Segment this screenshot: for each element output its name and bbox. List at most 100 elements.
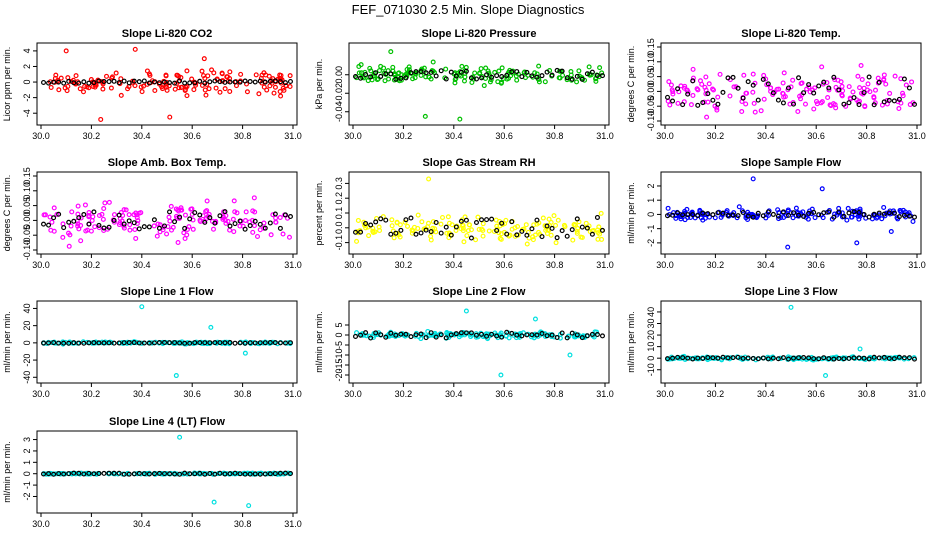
point bbox=[539, 330, 545, 336]
point bbox=[484, 217, 490, 223]
point bbox=[388, 49, 394, 55]
point bbox=[700, 100, 706, 106]
point bbox=[187, 216, 193, 222]
point bbox=[574, 230, 580, 236]
point bbox=[532, 316, 538, 322]
point bbox=[710, 86, 716, 92]
point bbox=[461, 239, 467, 245]
point bbox=[280, 85, 286, 91]
point bbox=[688, 102, 694, 108]
point bbox=[423, 335, 429, 341]
point bbox=[408, 70, 414, 76]
point bbox=[504, 329, 510, 335]
point bbox=[267, 78, 273, 84]
point bbox=[211, 499, 217, 505]
x-tick-label: 30.4 bbox=[445, 260, 463, 270]
point bbox=[825, 95, 831, 101]
point bbox=[896, 106, 902, 112]
point bbox=[212, 220, 218, 226]
point bbox=[906, 213, 912, 219]
point bbox=[278, 93, 284, 99]
point bbox=[69, 209, 75, 215]
point bbox=[208, 324, 214, 330]
x-tick-label: 30.6 bbox=[183, 260, 201, 270]
data-points bbox=[353, 49, 605, 122]
x-tick-label: 30.4 bbox=[757, 131, 775, 141]
point bbox=[121, 78, 127, 84]
plot-frame bbox=[36, 171, 298, 255]
point bbox=[765, 356, 771, 362]
point bbox=[438, 230, 444, 236]
point bbox=[282, 470, 288, 476]
point bbox=[841, 356, 847, 362]
point bbox=[569, 227, 575, 233]
point bbox=[564, 75, 570, 81]
point bbox=[412, 75, 418, 81]
point bbox=[546, 222, 552, 228]
point bbox=[224, 74, 230, 80]
y-tick-label: -2 bbox=[22, 492, 32, 500]
x-tick-label: 30.2 bbox=[395, 260, 413, 270]
point bbox=[385, 68, 391, 74]
point bbox=[710, 355, 716, 361]
point bbox=[222, 79, 228, 85]
data-points bbox=[665, 62, 917, 120]
point bbox=[418, 69, 424, 75]
point bbox=[426, 74, 432, 80]
x-tick-label: 31.0 bbox=[284, 131, 302, 141]
point bbox=[376, 68, 382, 74]
point bbox=[415, 225, 421, 231]
point bbox=[493, 217, 499, 223]
point bbox=[574, 332, 580, 338]
y-axis-label: ml/min per min. bbox=[626, 182, 636, 244]
point bbox=[685, 355, 691, 361]
point bbox=[714, 107, 720, 113]
point bbox=[126, 218, 132, 224]
point bbox=[363, 220, 369, 226]
point bbox=[750, 176, 756, 182]
point bbox=[257, 340, 263, 346]
point bbox=[695, 213, 701, 219]
point bbox=[428, 237, 434, 243]
point bbox=[847, 95, 853, 101]
point bbox=[126, 471, 132, 477]
point bbox=[231, 198, 237, 204]
point bbox=[76, 470, 82, 476]
point bbox=[871, 94, 877, 100]
point bbox=[172, 340, 178, 346]
x-tick-label: 30.2 bbox=[395, 389, 413, 399]
y-tick-label: 3 bbox=[22, 437, 32, 442]
point bbox=[484, 72, 490, 78]
point bbox=[86, 340, 92, 346]
point bbox=[177, 471, 183, 477]
point bbox=[154, 233, 160, 239]
point bbox=[725, 213, 731, 219]
point bbox=[498, 80, 504, 86]
point bbox=[91, 340, 97, 346]
panel-9: Slope Line 3 Flow ml/min per min. 30.0 30.2… bbox=[626, 286, 926, 399]
panel-10: Slope Line 4 (LT) Flow ml/min per min. 30.… bbox=[2, 416, 302, 529]
point bbox=[227, 227, 233, 233]
point bbox=[480, 233, 486, 239]
panel-2: Slope Li-820 Pressure kPa per min. 30.0 30.… bbox=[314, 28, 614, 141]
point bbox=[811, 106, 817, 112]
point bbox=[127, 222, 133, 228]
point bbox=[219, 71, 225, 77]
point bbox=[406, 64, 412, 70]
point bbox=[743, 101, 749, 107]
point bbox=[704, 114, 710, 120]
point bbox=[705, 211, 711, 217]
point bbox=[287, 78, 293, 84]
point bbox=[433, 334, 439, 340]
point bbox=[472, 70, 478, 76]
point bbox=[393, 332, 399, 338]
point bbox=[217, 79, 223, 85]
point bbox=[706, 81, 712, 87]
point bbox=[466, 222, 472, 228]
point bbox=[86, 221, 92, 227]
point bbox=[669, 354, 675, 360]
point bbox=[242, 226, 248, 232]
point bbox=[855, 73, 861, 79]
point bbox=[522, 69, 528, 75]
x-tick-label: 31.0 bbox=[284, 519, 302, 529]
